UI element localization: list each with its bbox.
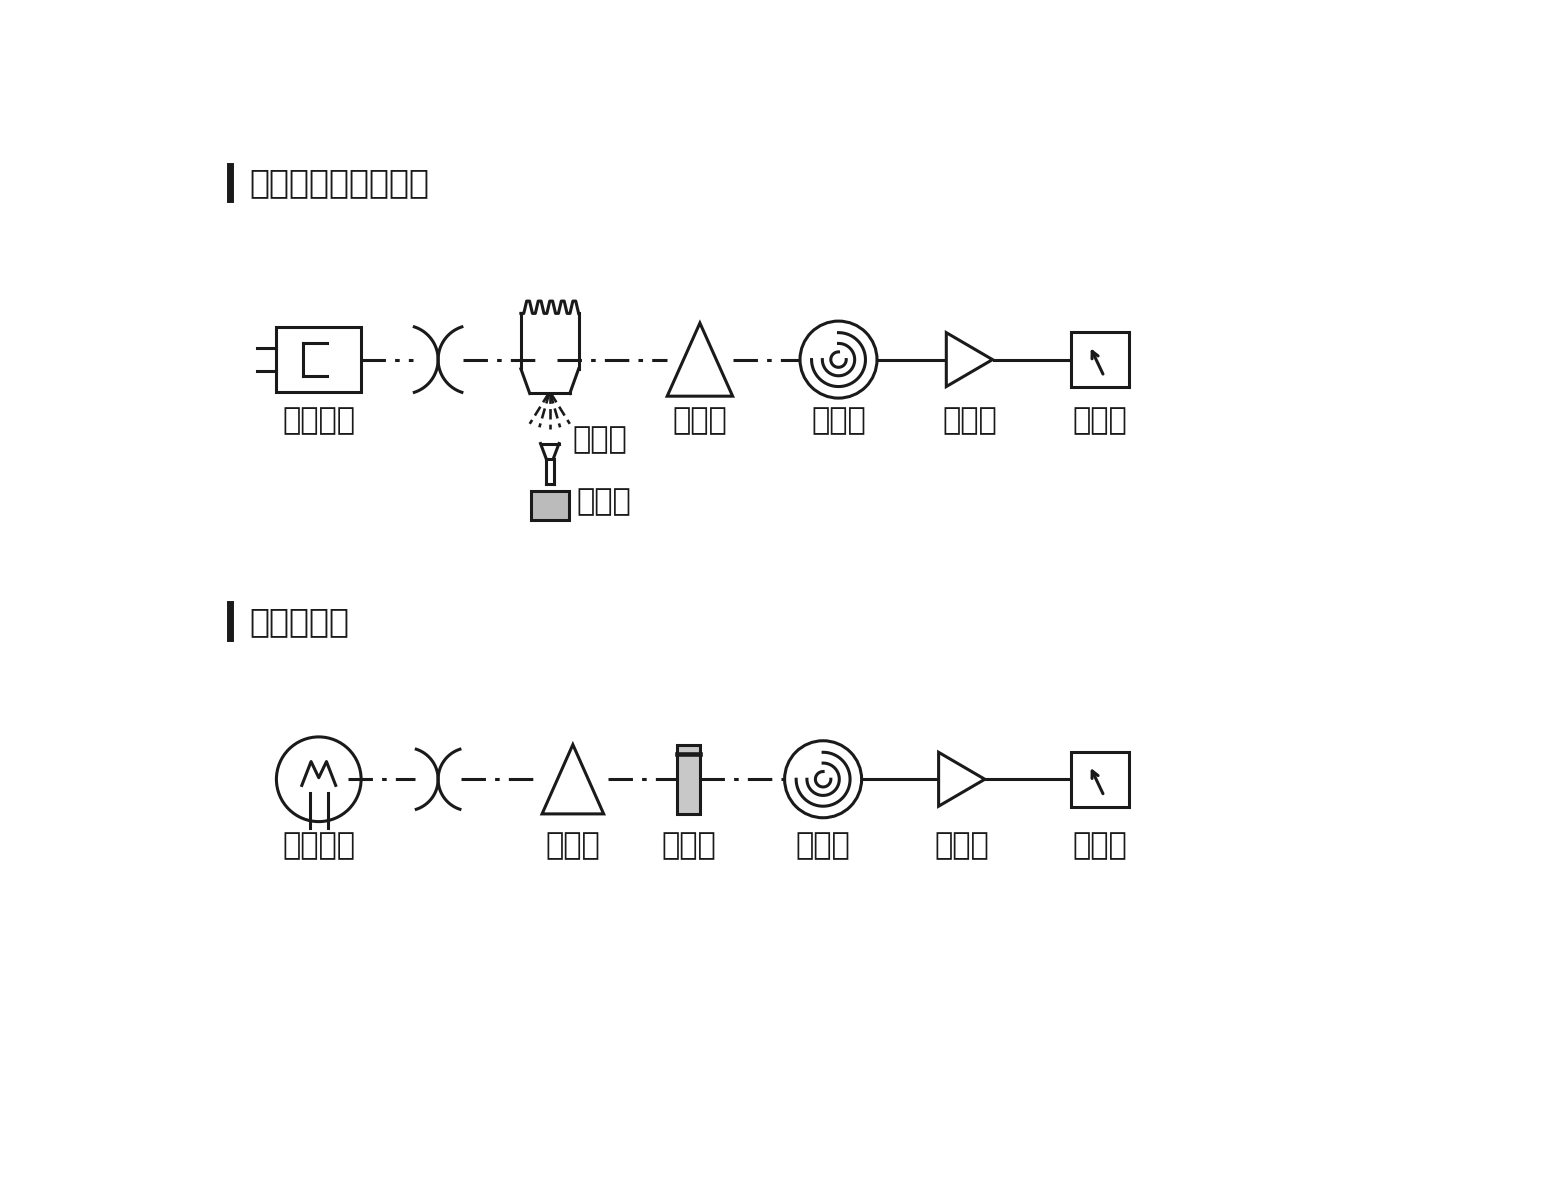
Text: 放大器: 放大器 [934, 832, 988, 860]
Bar [1071, 751, 1129, 806]
Text: 分光光度计: 分光光度计 [250, 605, 349, 638]
Bar [1071, 332, 1129, 388]
Text: 分光器: 分光器 [546, 832, 601, 860]
Bar [277, 326, 361, 392]
Text: 比色皿: 比色皿 [662, 832, 716, 860]
Text: 连续光源: 连续光源 [282, 832, 355, 860]
Text: 样品室: 样品室 [577, 487, 632, 516]
Text: 原子吸收分光光度计: 原子吸收分光光度计 [250, 166, 430, 199]
Text: 指示计: 指示计 [1073, 832, 1128, 860]
Text: 锐线光源: 锐线光源 [282, 406, 355, 434]
Text: 放大器: 放大器 [942, 406, 996, 434]
Text: 分光器: 分光器 [673, 406, 727, 434]
Bar [677, 744, 701, 814]
Text: 检测器: 检测器 [812, 406, 866, 434]
Bar [530, 491, 569, 520]
Text: 指示计: 指示计 [1073, 406, 1128, 434]
Text: 检测器: 检测器 [796, 832, 851, 860]
Text: 燃烧头: 燃烧头 [572, 425, 627, 454]
